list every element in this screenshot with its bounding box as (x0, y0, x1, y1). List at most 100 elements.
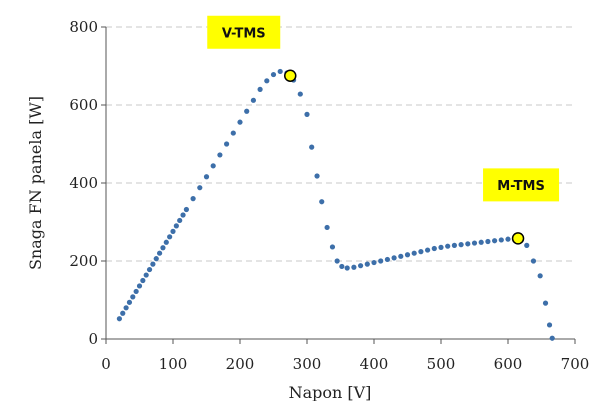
x-tick-label: 400 (360, 355, 389, 373)
x-tick-label: 600 (494, 355, 523, 373)
annotation-box (207, 15, 281, 49)
data-point (309, 144, 315, 150)
data-point (203, 174, 210, 180)
x-tick-labels: 0 100 200 300 400 500 600 700 (101, 339, 589, 373)
y-axis-title: Snaga FN panela [W] (26, 96, 45, 270)
data-point (304, 111, 310, 117)
y-tick-labels: 0 200 400 600 800 (69, 18, 106, 348)
data-point (277, 68, 283, 75)
data-point (163, 239, 169, 245)
x-tick-label: 200 (226, 355, 255, 373)
x-tick-label: 300 (293, 355, 322, 373)
data-point (498, 237, 504, 243)
data-point (116, 316, 122, 322)
data-point (130, 294, 136, 300)
annotation-marker (284, 69, 297, 82)
data-point (143, 272, 149, 278)
y-tick-label: 600 (69, 96, 98, 114)
data-point (217, 152, 223, 158)
data-point (324, 224, 330, 231)
data-point (458, 242, 464, 248)
data-point (425, 247, 431, 253)
data-point (264, 78, 270, 84)
annotation-box (483, 168, 560, 202)
data-point (257, 86, 263, 92)
data-point (378, 258, 384, 264)
data-point (478, 239, 484, 245)
data-point (180, 212, 186, 218)
data-point (530, 258, 537, 264)
data-point (411, 250, 417, 256)
data-point (210, 163, 216, 169)
data-point (537, 273, 543, 279)
data-point (485, 238, 491, 245)
data-point (120, 310, 126, 316)
data-point (358, 263, 364, 269)
data-point (244, 108, 250, 114)
data-point (197, 185, 203, 191)
data-point (431, 245, 437, 252)
x-tick-label: 100 (159, 355, 188, 373)
data-point (391, 255, 397, 261)
data-point (371, 259, 377, 266)
data-point (314, 173, 320, 179)
data-point (505, 236, 511, 242)
data-point (438, 244, 444, 250)
data-point (334, 258, 340, 264)
data-point (153, 256, 159, 262)
data-point (146, 266, 153, 273)
data-point (465, 241, 471, 247)
annotation-label: V-TMS (222, 26, 266, 41)
data-point (492, 238, 498, 244)
y-tick-label: 400 (69, 174, 98, 192)
data-point (157, 250, 163, 256)
data-point (398, 253, 404, 259)
y-tick-label: 800 (69, 18, 98, 36)
data-point (250, 97, 256, 103)
data-point (351, 264, 357, 270)
data-point (546, 322, 553, 328)
data-point (364, 261, 370, 267)
data-point (418, 249, 424, 255)
data-point (404, 252, 411, 258)
data-point (237, 119, 243, 125)
data-point (270, 71, 277, 78)
data-point (140, 277, 146, 284)
data-point (133, 288, 139, 295)
y-tick-label: 0 (88, 330, 98, 348)
y-tick-label: 200 (69, 252, 98, 270)
x-tick-label: 0 (101, 355, 111, 373)
x-axis-title: Napon [V] (289, 383, 372, 401)
data-point (524, 242, 530, 248)
data-point (150, 261, 156, 267)
data-point (329, 244, 336, 250)
x-tick-label: 500 (427, 355, 456, 373)
data-point (224, 141, 230, 147)
data-point (384, 256, 390, 263)
data-point (123, 305, 129, 311)
data-point (319, 199, 325, 205)
annotation-label: M-TMS (497, 179, 545, 194)
data-point (445, 243, 451, 249)
data-point (339, 263, 345, 270)
data-point (167, 234, 173, 240)
data-point (160, 245, 166, 251)
data-point (190, 196, 196, 202)
data-point (183, 206, 189, 213)
data-point (471, 240, 478, 246)
data-point (542, 300, 549, 306)
data-point (173, 223, 179, 229)
annotation-marker (511, 232, 525, 245)
data-point (136, 283, 143, 289)
data-point (126, 299, 133, 305)
data-point (177, 217, 183, 224)
data-point (451, 242, 457, 248)
data-point (297, 91, 303, 97)
data-point (344, 265, 350, 271)
x-tick-label: 700 (561, 355, 589, 373)
data-point (549, 335, 555, 341)
data-points (116, 68, 555, 341)
annotations: V-TMS M-TMS (207, 15, 560, 245)
data-point (170, 228, 176, 234)
